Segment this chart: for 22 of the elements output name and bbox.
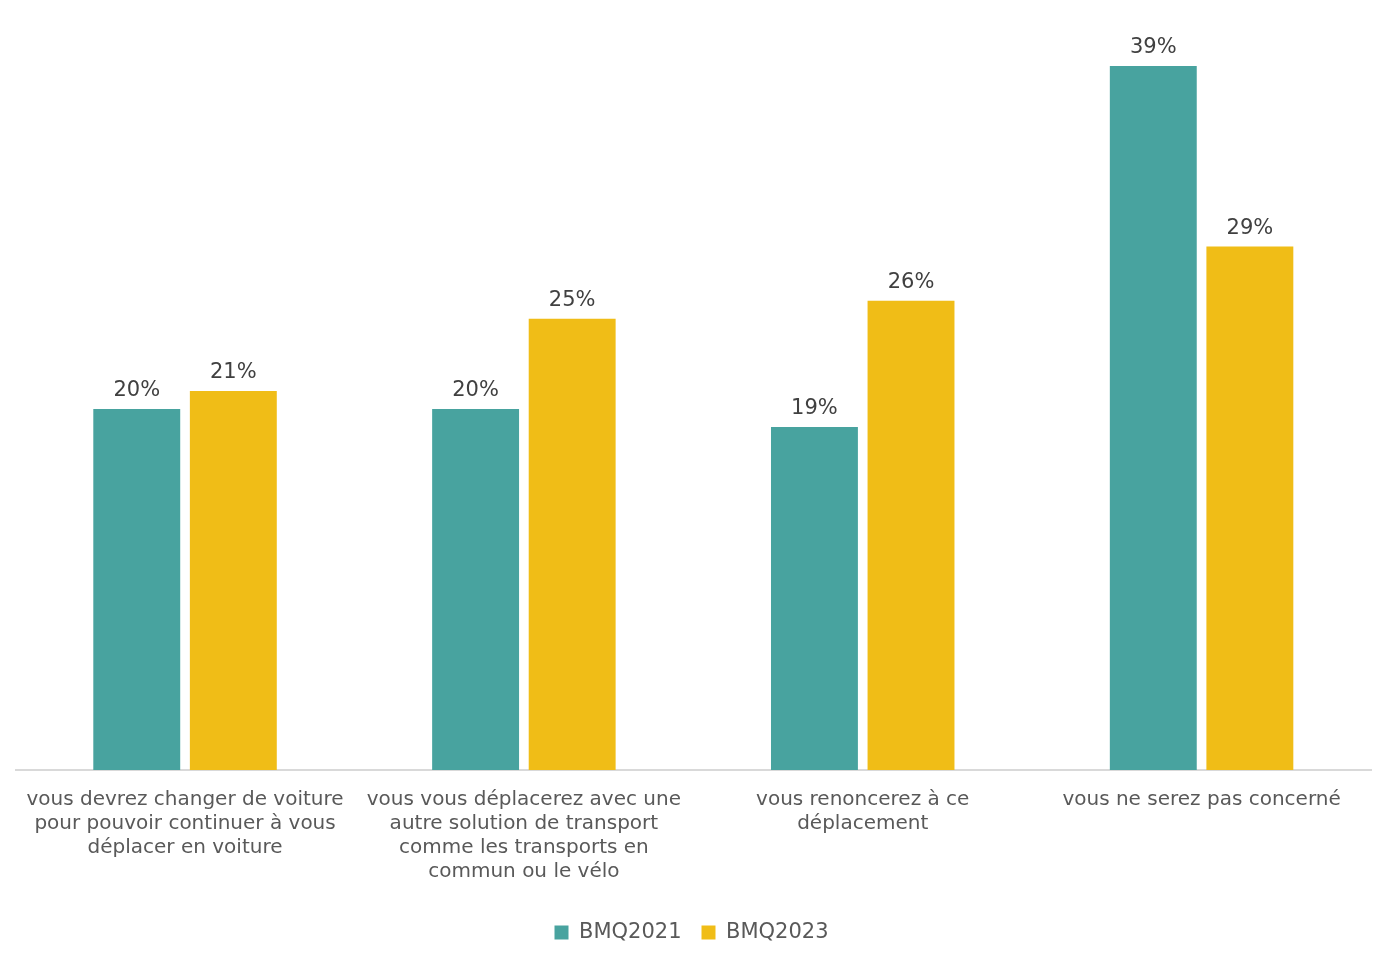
legend-label: BMQ2021	[579, 918, 682, 943]
x-tick-label: vous devrez changer de voiture pour pouvoir continuer à vous déplacer en voiture	[26, 786, 344, 859]
bar	[1206, 246, 1294, 770]
bar	[189, 390, 277, 770]
data-label: 19%	[791, 395, 838, 419]
data-label: 20%	[113, 376, 161, 401]
data-label: 20%	[452, 376, 499, 401]
bar	[432, 409, 520, 770]
data-label: 25%	[548, 286, 596, 311]
data-label: 26%	[887, 268, 935, 293]
x-tick-label: vous vous déplacerez avec une autre solution de transport comme les transports en commun ou le vélo	[366, 786, 681, 883]
bar	[1109, 66, 1197, 770]
bar	[93, 409, 181, 770]
data-label: 21%	[209, 358, 257, 383]
x-tick-label: vous ne serez pas concerné	[1062, 786, 1341, 811]
data-label: 29%	[1226, 214, 1274, 239]
bar	[867, 300, 955, 770]
bar	[528, 318, 616, 770]
x-tick-label: vous renoncerez à ce déplacement	[756, 786, 970, 835]
data-label: 39%	[1129, 34, 1177, 58]
legend-label: BMQ2023	[726, 918, 829, 943]
bar	[770, 427, 858, 770]
